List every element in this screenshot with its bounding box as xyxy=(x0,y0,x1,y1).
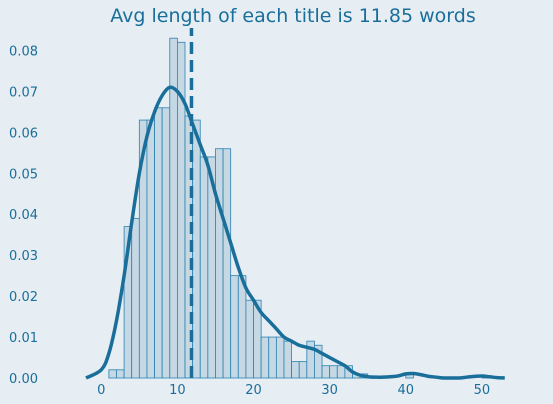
chart-title: Avg length of each title is 11.85 words xyxy=(110,5,475,27)
x-tick-label: 10 xyxy=(169,383,186,398)
histogram-bar-22 xyxy=(275,336,285,379)
histogram-bar-29 xyxy=(329,365,338,379)
histogram-bar-0 xyxy=(108,369,117,379)
histogram-bar-6 xyxy=(154,107,163,379)
histogram-bar-20 xyxy=(260,336,270,379)
histogram-bar-30 xyxy=(336,365,346,379)
histogram-bar-12 xyxy=(199,156,209,379)
histogram-bar-18 xyxy=(245,299,254,379)
y-axis-ticks: 0.00 0.01 0.02 0.03 0.04 0.05 0.06 0.07 0.08 xyxy=(9,44,38,387)
y-tick-label: 0.08 xyxy=(9,44,38,59)
y-tick-label: 0.06 xyxy=(9,126,38,141)
y-tick-label: 0.07 xyxy=(9,85,38,100)
histogram-bar-17 xyxy=(237,275,247,379)
histogram-bar-24 xyxy=(291,361,300,379)
histogram-bars xyxy=(108,37,490,379)
histogram-bar-7 xyxy=(161,107,171,379)
x-tick-label: 20 xyxy=(245,383,262,398)
histogram-bar-14 xyxy=(215,148,224,379)
histogram-bar-23 xyxy=(283,340,292,379)
histogram-bar-3 xyxy=(131,217,140,379)
x-tick-label: 0 xyxy=(97,383,105,398)
x-tick-label: 30 xyxy=(321,383,338,398)
x-axis-ticks: 0 10 20 30 40 50 xyxy=(97,383,490,398)
y-tick-label: 0.00 xyxy=(9,372,38,387)
histogram-bar-21 xyxy=(268,336,277,379)
y-tick-label: 0.03 xyxy=(9,249,38,264)
y-tick-label: 0.04 xyxy=(9,208,38,223)
y-tick-label: 0.02 xyxy=(9,290,38,305)
histogram-bar-25 xyxy=(298,361,308,379)
histogram-bar-1 xyxy=(116,369,125,379)
y-tick-label: 0.05 xyxy=(9,167,38,182)
histogram-bar-27 xyxy=(314,344,323,379)
histogram-bar-28 xyxy=(321,365,331,379)
x-tick-label: 40 xyxy=(398,383,415,398)
kde-curve xyxy=(85,85,505,380)
histogram-bar-16 xyxy=(230,275,239,379)
histogram-bar-15 xyxy=(222,148,232,379)
y-tick-label: 0.01 xyxy=(9,331,38,346)
histogram-bar-11 xyxy=(192,119,201,379)
x-tick-label: 50 xyxy=(474,383,491,398)
histogram-bar-5 xyxy=(146,119,155,379)
